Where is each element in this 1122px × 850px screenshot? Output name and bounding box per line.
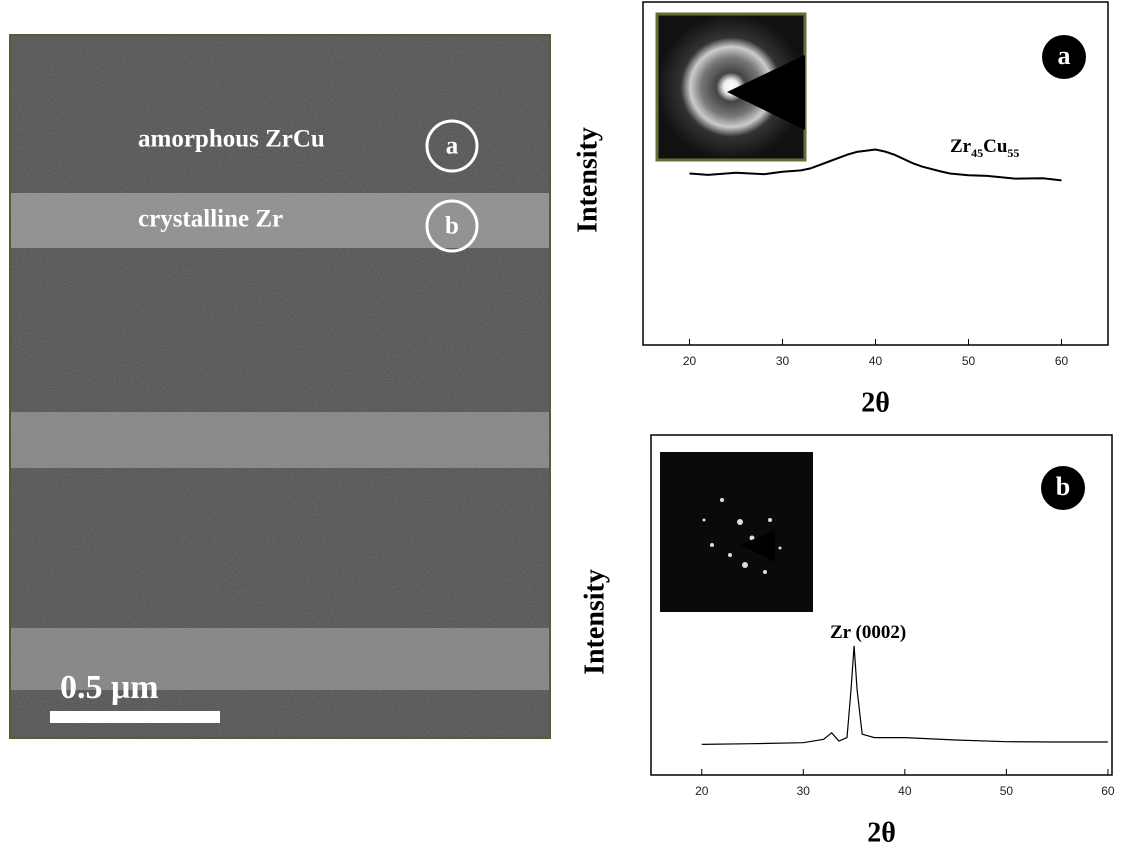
figure: amorphous ZrCu a crystalline Zr b 0.5 μm…: [0, 0, 1122, 850]
badge-label: a: [1058, 41, 1071, 70]
diffraction-inset: [660, 452, 813, 612]
annotation-part: Cu: [983, 136, 1008, 157]
data-line: [702, 646, 1108, 745]
phase-badge-label: a: [446, 133, 459, 160]
x-tick-label: 50: [1000, 784, 1014, 798]
annotation-part: Zr: [950, 136, 972, 157]
phase-badge-label: b: [445, 213, 459, 240]
annotation-part: Zr (0002): [830, 622, 906, 643]
micrograph: amorphous ZrCu a crystalline Zr b 0.5 μm: [10, 35, 550, 738]
x-tick-label: 60: [1055, 354, 1069, 368]
x-tick-label: 20: [695, 784, 709, 798]
annotation-part: 55: [1007, 146, 1019, 160]
badge-label: b: [1056, 472, 1070, 501]
x-axis-label: 2θ: [867, 817, 896, 848]
x-tick-label: 20: [683, 354, 697, 368]
annotation-part: 45: [971, 146, 983, 160]
y-axis-label: Intensity: [572, 127, 603, 233]
x-axis-label: 2θ: [861, 387, 890, 418]
x-tick-label: 40: [869, 354, 883, 368]
y-axis-label: Intensity: [579, 569, 610, 675]
x-tick-label: 50: [962, 354, 976, 368]
x-tick-label: 30: [797, 784, 811, 798]
phase-label: crystalline Zr: [138, 206, 283, 233]
annotation: Zr45Cu55: [950, 136, 1019, 159]
x-tick-label: 60: [1101, 784, 1115, 798]
x-tick-label: 30: [776, 354, 790, 368]
scale-bar: [50, 711, 220, 723]
x-tick-label: 40: [898, 784, 912, 798]
scale-bar-label: 0.5 μm: [60, 669, 159, 706]
phase-label: amorphous ZrCu: [138, 126, 325, 153]
annotation: Zr (0002): [830, 622, 906, 643]
